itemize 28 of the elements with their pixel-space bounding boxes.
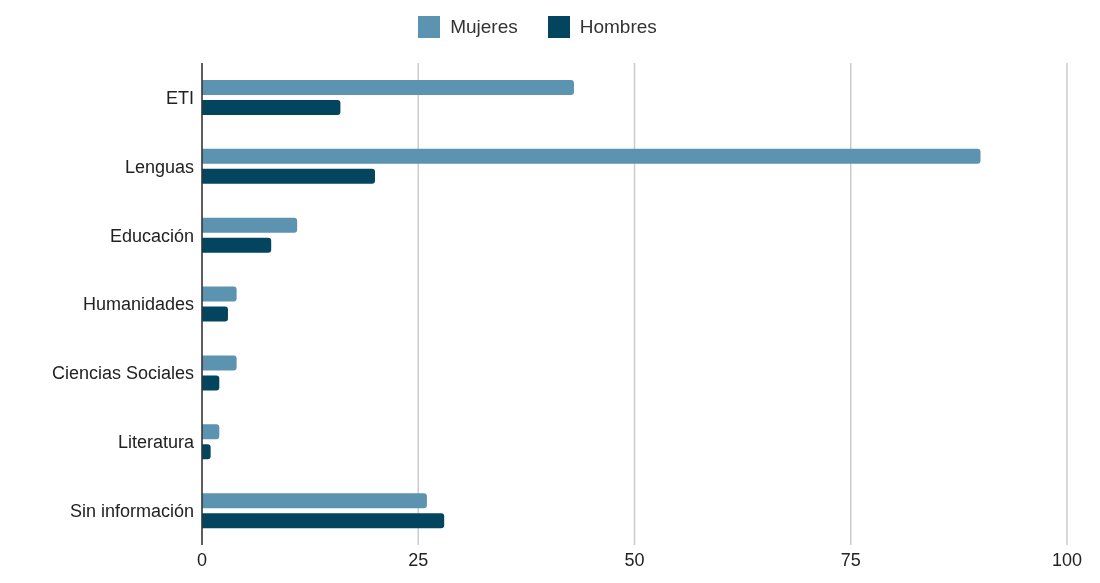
y-tick-label: Sin información	[69, 500, 194, 521]
y-tick-label: Lenguas	[124, 156, 194, 177]
x-tick-label: 50	[624, 549, 645, 570]
y-tick-label: Literatura	[117, 432, 195, 453]
bar	[202, 148, 981, 164]
x-tick-label: 100	[1051, 549, 1083, 570]
bar	[202, 168, 375, 184]
bar	[202, 306, 228, 322]
bar	[202, 375, 220, 391]
bar	[202, 424, 220, 440]
y-tick-label: Humanidades	[82, 294, 194, 315]
bar	[202, 100, 341, 115]
bar	[202, 237, 272, 253]
x-tick-label: 25	[408, 549, 429, 570]
bar	[202, 80, 574, 95]
bar	[202, 355, 237, 371]
bar	[202, 513, 445, 529]
legend-label: Mujeres	[450, 16, 518, 38]
legend-label: Hombres	[579, 16, 657, 38]
x-tick-label: 75	[840, 549, 861, 570]
y-tick-label: Educación	[109, 225, 194, 246]
bar	[202, 493, 427, 509]
y-tick-label: ETI	[165, 87, 194, 108]
bar	[202, 286, 237, 302]
y-tick-label: Ciencias Sociales	[51, 363, 194, 384]
bar	[202, 444, 211, 460]
bar	[202, 217, 298, 233]
x-tick-label: 0	[196, 549, 208, 570]
